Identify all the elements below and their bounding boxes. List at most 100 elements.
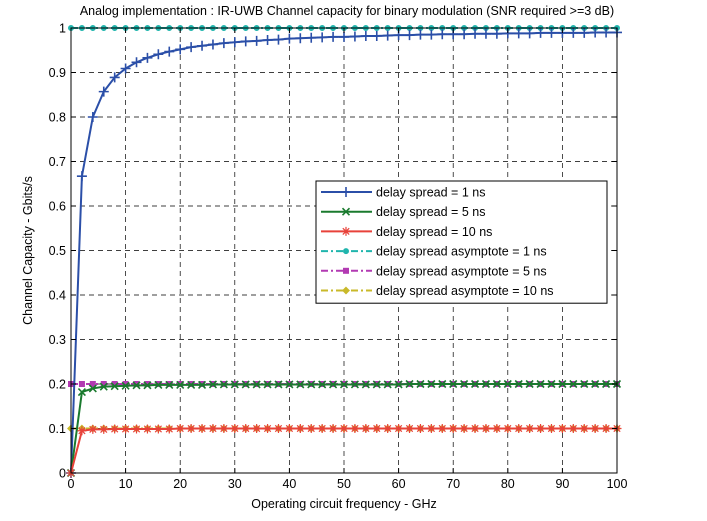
data-point: [437, 29, 448, 40]
data-point: [121, 381, 130, 390]
data-point: [481, 424, 491, 433]
data-point: [350, 380, 359, 389]
data-point: [77, 426, 87, 436]
data-point: [580, 379, 589, 389]
y-tick-label: 0.7: [49, 155, 66, 169]
data-point: [317, 32, 328, 43]
data-point: [480, 28, 491, 39]
data-point: [426, 424, 436, 433]
data-point: [77, 387, 86, 397]
legend-entry: delay spread asymptote = 10 ns: [321, 284, 554, 298]
data-point: [120, 63, 131, 74]
data-point: [121, 424, 131, 434]
data-point: [361, 424, 371, 433]
y-tick-label: 1: [59, 22, 66, 36]
series-1: [66, 27, 622, 478]
legend-entry: delay spread = 5 ns: [321, 205, 485, 219]
y-axis-label: Channel Capacity - Gbits/s: [21, 176, 35, 325]
data-point: [328, 424, 338, 433]
data-point: [317, 424, 327, 433]
y-tick-label: 0.4: [49, 289, 66, 303]
data-point: [339, 380, 349, 389]
y-tick-label: 0.5: [49, 244, 66, 258]
data-point: [492, 379, 501, 389]
legend: delay spread = 1 ns delay spread = 5 ns de…: [315, 180, 608, 304]
x-tick-label: 90: [555, 477, 569, 491]
x-tick-label: 80: [501, 477, 515, 491]
y-tick-label: 0.1: [49, 422, 66, 436]
data-point: [503, 424, 513, 433]
y-tick-label: 0.8: [49, 111, 66, 125]
legend-label: delay spread asymptote = 10 ns: [376, 284, 554, 298]
x-axis-label: Operating circuit frequency - GHz: [251, 497, 437, 511]
data-point: [536, 379, 545, 389]
data-point: [568, 424, 578, 433]
data-point: [405, 424, 415, 433]
data-point: [503, 379, 512, 389]
data-point: [132, 424, 142, 434]
data-point: [284, 424, 294, 433]
legend-entry: delay spread asymptote = 5 ns: [321, 264, 547, 278]
legend-label: delay spread = 1 ns: [376, 186, 485, 200]
y-tick-label: 0.6: [49, 200, 66, 214]
data-point: [164, 46, 175, 57]
x-tick-label: 10: [119, 477, 133, 491]
data-point: [536, 424, 546, 433]
data-point: [295, 424, 305, 433]
data-point: [274, 380, 283, 389]
y-tick-label: 0.9: [49, 66, 66, 80]
data-point: [241, 424, 251, 433]
data-point: [601, 27, 612, 38]
legend-entry: delay spread asymptote = 1 ns: [321, 245, 547, 259]
data-point: [405, 379, 414, 389]
data-point: [230, 424, 240, 433]
data-point: [568, 27, 579, 38]
data-point: [438, 379, 447, 389]
data-point: [448, 424, 458, 433]
data-point: [175, 424, 185, 433]
data-point: [273, 424, 283, 433]
data-point: [252, 424, 262, 433]
data-point: [229, 37, 240, 48]
data-point: [164, 424, 174, 434]
data-point: [88, 424, 98, 434]
y-tick-label: 0: [59, 467, 66, 481]
data-point: [383, 424, 393, 433]
data-point: [142, 424, 152, 434]
legend-label: delay spread asymptote = 5 ns: [376, 264, 547, 278]
data-point: [329, 380, 338, 389]
data-point: [514, 424, 524, 433]
data-point: [547, 379, 556, 389]
legend-marker: [341, 187, 351, 197]
legend-marker: [342, 286, 350, 295]
legend-marker: [341, 207, 351, 216]
data-point: [371, 31, 382, 42]
data-point: [252, 380, 261, 389]
data-point: [491, 28, 502, 39]
data-point: [459, 424, 469, 433]
data-point: [372, 380, 381, 389]
data-point: [296, 380, 305, 389]
data-point: [218, 38, 229, 49]
data-point: [591, 379, 600, 389]
y-tick-label: 0.2: [49, 378, 66, 392]
data-point: [372, 424, 382, 433]
data-point: [186, 424, 196, 433]
data-point: [219, 380, 228, 389]
data-point: [251, 35, 262, 46]
data-point: [449, 379, 458, 389]
x-tick-label: 60: [392, 477, 406, 491]
data-point: [416, 379, 425, 389]
data-point: [142, 52, 153, 63]
data-point: [557, 424, 567, 433]
series-2: [66, 379, 622, 478]
data-point: [415, 29, 426, 40]
data-point: [284, 33, 295, 44]
data-point: [144, 380, 151, 387]
data-point: [535, 27, 546, 38]
data-point: [175, 44, 186, 55]
data-point: [208, 380, 218, 389]
data-point: [154, 380, 163, 389]
y-tick-label: 0.3: [49, 333, 66, 347]
data-point: [263, 424, 273, 433]
